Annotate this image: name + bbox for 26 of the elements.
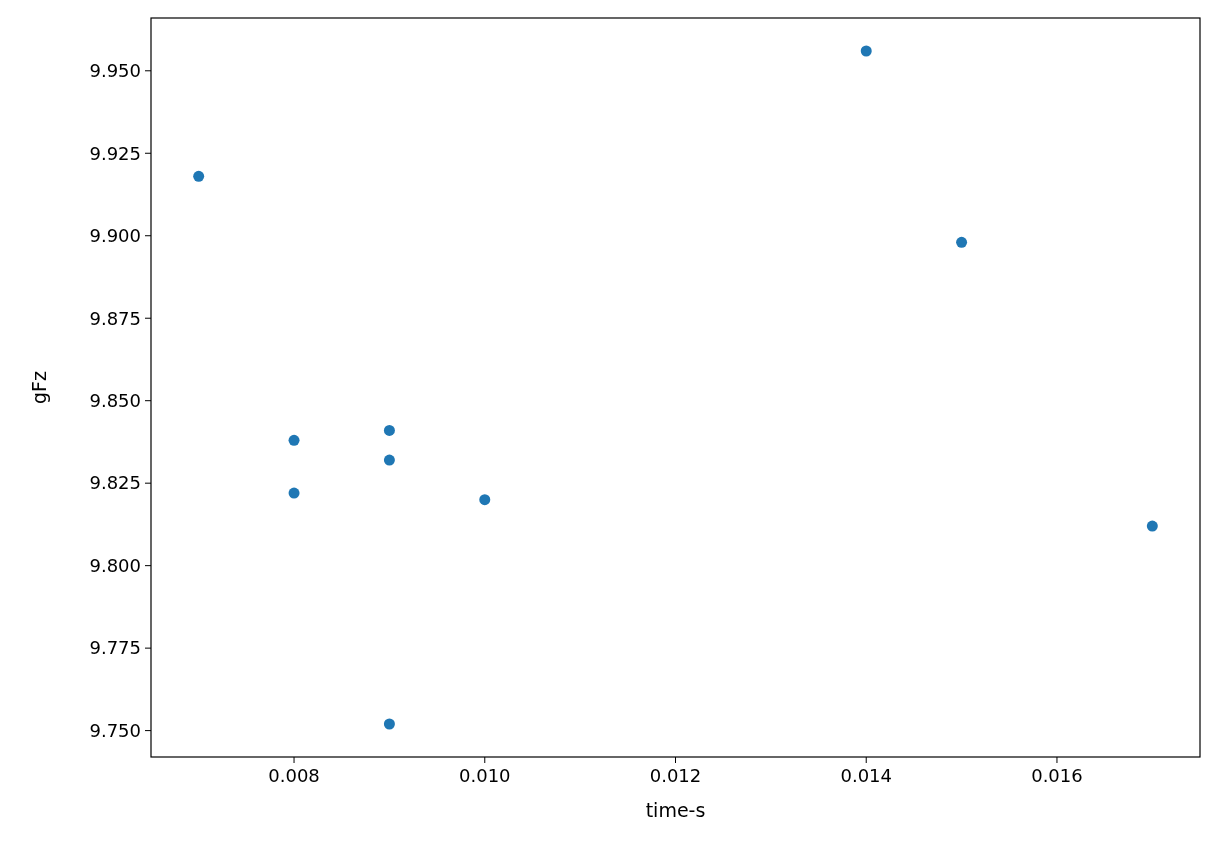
- x-axis-title: time-s: [645, 799, 706, 821]
- x-tick-label: 0.008: [268, 765, 320, 786]
- y-tick-label: 9.925: [89, 142, 141, 164]
- point: [288, 487, 300, 499]
- y-tick-label: 9.875: [89, 307, 141, 329]
- y-tick-label: 9.750: [89, 719, 141, 741]
- point: [860, 45, 872, 57]
- x-tick-label: 0.012: [649, 765, 702, 786]
- x-tick-label: 0.016: [1031, 765, 1083, 786]
- y-axis-title: gFz: [28, 371, 50, 404]
- point: [479, 494, 491, 506]
- y-tick-label: 9.950: [89, 60, 141, 82]
- y-tick-label: 9.800: [89, 554, 141, 576]
- y-tick-label: 9.825: [89, 472, 141, 494]
- point: [1146, 520, 1158, 532]
- point: [383, 718, 395, 730]
- point: [288, 434, 300, 446]
- point: [383, 424, 395, 436]
- x-tick-label: 0.010: [459, 765, 511, 786]
- point: [193, 170, 205, 182]
- point: [956, 236, 968, 248]
- y-tick-label: 9.900: [89, 225, 141, 247]
- y-tick-label: 9.850: [89, 390, 141, 411]
- x-tick-label: 0.014: [840, 765, 892, 786]
- y-tick-label: 9.775: [89, 637, 141, 659]
- point: [383, 454, 395, 466]
